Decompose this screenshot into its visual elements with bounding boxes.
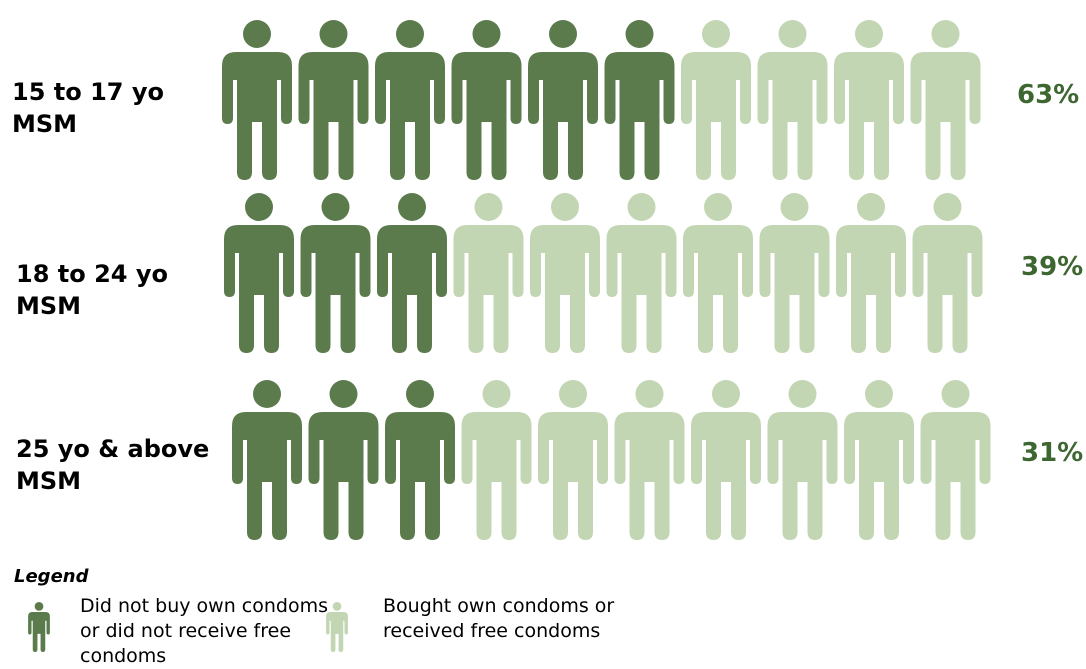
percent-label-1: 39% (1021, 252, 1084, 282)
person-icon (224, 193, 294, 353)
row-label-2-line2: MSM (16, 467, 82, 495)
person-icon (834, 20, 904, 180)
legend-person-dark-icon (28, 602, 50, 652)
person-icon (538, 380, 608, 540)
legend-text-bought: Bought own condoms or received free cond… (383, 595, 615, 642)
person-icon (375, 20, 445, 180)
person-icon (920, 380, 991, 540)
legend-title: Legend (14, 566, 89, 587)
person-icon (912, 193, 983, 353)
person-icon (232, 380, 302, 540)
person-icon (528, 20, 598, 180)
person-icon (453, 193, 524, 353)
row-label-1: 18 to 24 yo MSM (16, 258, 168, 322)
person-icon (910, 20, 981, 180)
percent-label-2: 31% (1021, 438, 1084, 468)
person-icon (530, 193, 600, 353)
person-icon (461, 380, 532, 540)
row-label-1-line1: 18 to 24 yo (16, 260, 168, 288)
legend-person-light-icon (326, 602, 348, 652)
percent-label-0: 63% (1017, 80, 1080, 110)
person-icon (683, 193, 753, 353)
person-icon (606, 193, 677, 353)
row-label-1-line2: MSM (16, 292, 82, 320)
person-icon (757, 20, 828, 180)
person-icon (836, 193, 906, 353)
row-label-0: 15 to 17 yo MSM (12, 76, 164, 140)
row-label-2-line1: 25 yo & above (16, 435, 210, 463)
person-icon (681, 20, 751, 180)
person-icon (377, 193, 447, 353)
person-icon (222, 20, 292, 180)
person-icon (844, 380, 914, 540)
person-icon (759, 193, 830, 353)
person-icon (298, 20, 369, 180)
person-icon (300, 193, 371, 353)
person-icon (691, 380, 761, 540)
person-icon (451, 20, 522, 180)
row-label-2: 25 yo & above MSM (16, 433, 209, 497)
person-icon (604, 20, 675, 180)
person-icon (614, 380, 685, 540)
person-icon (385, 380, 455, 540)
row-label-0-line1: 15 to 17 yo (12, 78, 164, 106)
row-label-0-line2: MSM (12, 110, 78, 138)
legend-text-did-not: Did not buy own condoms or did not recei… (80, 595, 329, 667)
person-icon (767, 380, 838, 540)
person-icon (308, 380, 379, 540)
